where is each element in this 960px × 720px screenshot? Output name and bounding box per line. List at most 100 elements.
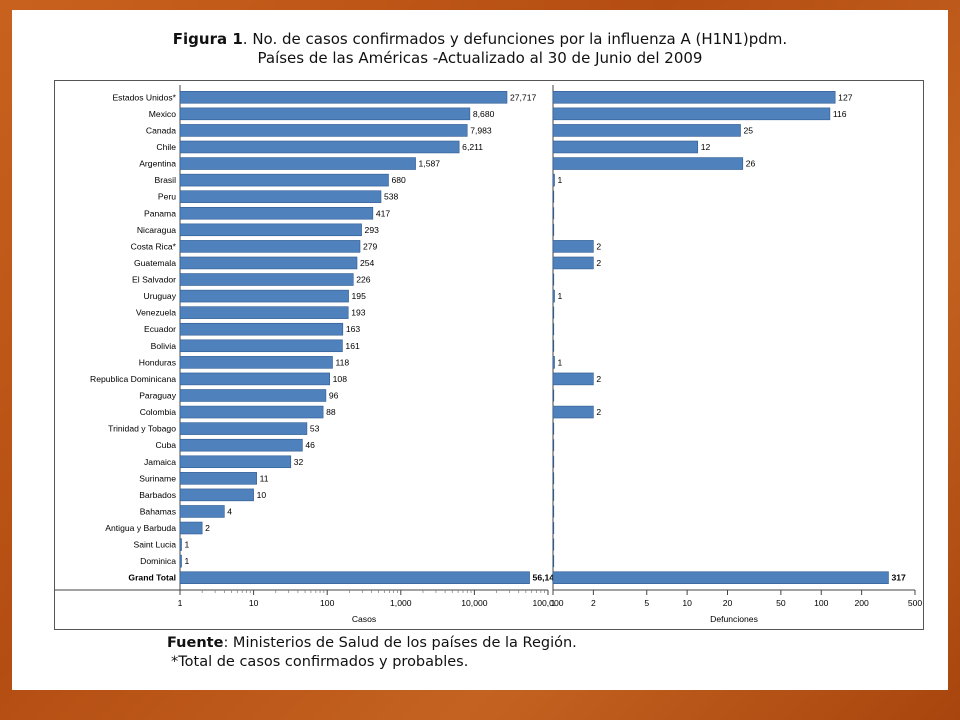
bar	[552, 173, 555, 187]
bar	[552, 372, 594, 386]
bar-value-label: 7,983	[470, 125, 492, 135]
footer: Fuente: Ministerios de Salud de los país…	[167, 634, 577, 672]
bar	[179, 554, 182, 568]
bar-value-label: 26	[746, 159, 756, 169]
bar	[179, 372, 330, 386]
bar	[179, 124, 468, 137]
bar	[179, 339, 343, 353]
bar	[179, 107, 471, 121]
footnote: *Total de casos confirmados y probables.	[171, 654, 469, 670]
chart-frame: Estados Unidos* Mexico Canada Chile Argentin…	[54, 80, 924, 630]
bar	[179, 438, 303, 452]
bar	[179, 223, 362, 237]
bar	[179, 157, 416, 170]
bar	[552, 405, 594, 419]
bar	[552, 140, 699, 154]
category-label: Canada	[146, 125, 176, 135]
bar-value-label: 27,717	[510, 92, 537, 102]
bar-value-label: 538	[384, 192, 399, 202]
category-label: Antigua y Barbuda	[105, 523, 176, 533]
x-tick-label: 10	[682, 598, 692, 608]
bar	[179, 206, 374, 220]
bar	[179, 140, 460, 154]
bar-value-label: 108	[333, 374, 348, 384]
bar-value-label: 680	[391, 175, 406, 185]
bar	[179, 289, 349, 303]
bar-value-label: 161	[345, 341, 360, 351]
category-label: Brasil	[155, 175, 177, 185]
bar	[552, 356, 555, 369]
x-tick-label: 100	[320, 598, 335, 608]
category-label: Dominica	[140, 556, 176, 566]
figure-title: Figura 1. No. de casos confirmados y def…	[12, 30, 948, 68]
bar-value-label: 2	[205, 523, 210, 533]
bar	[179, 240, 361, 253]
bar	[179, 389, 327, 402]
bar-value-label: 1	[558, 357, 563, 367]
bar-value-label: 1,587	[419, 159, 441, 169]
source-text: : Ministerios de Salud de los países de …	[223, 635, 577, 651]
bar	[179, 521, 203, 535]
title-line-1: Figura 1. No. de casos confirmados y def…	[12, 30, 948, 49]
x-tick-label: 2	[591, 598, 596, 608]
bar-value-label: 56,147	[533, 573, 560, 583]
category-label: Cuba	[155, 440, 176, 450]
bar-value-label: 1	[185, 540, 190, 550]
chart-svg: Estados Unidos* Mexico Canada Chile Argentin…	[55, 85, 922, 624]
bar-value-label: 53	[310, 424, 320, 434]
figure-label: Figura 1	[172, 30, 243, 48]
bar-value-label: 12	[701, 142, 711, 152]
bar	[179, 173, 389, 187]
bar-value-label: 46	[305, 440, 315, 450]
source-line: Fuente: Ministerios de Salud de los país…	[167, 634, 577, 653]
category-label: Costa Rica*	[131, 241, 177, 251]
bar-value-label: 116	[833, 109, 847, 119]
x-axis-label: Casos	[352, 614, 376, 624]
source-label: Fuente	[167, 635, 224, 651]
category-label: Venezuela	[136, 308, 176, 318]
x-tick-label: 100,000	[532, 598, 563, 608]
bar	[179, 306, 349, 319]
bar-value-label: 8,680	[473, 109, 495, 119]
x-tick-label: 200	[854, 598, 869, 608]
category-label: Saint Lucia	[133, 540, 176, 550]
bar	[552, 289, 555, 303]
category-label: Trinidad y Tobago	[108, 424, 176, 434]
bar-value-label: 1	[558, 291, 563, 301]
bar	[552, 107, 831, 121]
bar-value-label: 193	[351, 308, 366, 318]
bar-value-label: 88	[326, 407, 336, 417]
bar	[179, 538, 182, 551]
bar-value-label: 226	[356, 275, 371, 285]
bar-value-label: 6,211	[462, 142, 483, 152]
category-label: Bolivia	[151, 341, 177, 351]
category-label: El Salvador	[132, 275, 176, 285]
bar	[179, 256, 358, 270]
bar-value-label: 279	[363, 241, 378, 251]
bar-value-label: 96	[329, 390, 339, 400]
category-label: Nicaragua	[137, 225, 176, 235]
bar	[552, 256, 594, 270]
bar-value-label: 1	[185, 556, 190, 566]
bar-value-label: 2	[596, 374, 601, 384]
category-label: Mexico	[149, 109, 176, 119]
category-label: Barbados	[139, 490, 176, 500]
bar	[179, 571, 530, 584]
bar-value-label: 10	[257, 490, 267, 500]
bar-value-label: 32	[294, 457, 304, 467]
category-label: Jamaica	[144, 457, 176, 467]
bar-value-label: 2	[596, 241, 601, 251]
bar	[179, 91, 508, 104]
x-tick-label: 1	[178, 598, 183, 608]
bar-value-label: 293	[365, 225, 380, 235]
x-tick-label: 1,000	[390, 598, 412, 608]
bar-value-label: 163	[346, 324, 361, 334]
category-label: Chile	[156, 142, 176, 152]
bar	[179, 356, 333, 369]
bar-value-label: 317	[891, 573, 906, 583]
bar-value-label: 254	[360, 258, 375, 268]
bar-value-label: 127	[838, 92, 853, 102]
bar	[552, 571, 889, 584]
bar	[179, 488, 254, 502]
bar	[179, 455, 292, 469]
